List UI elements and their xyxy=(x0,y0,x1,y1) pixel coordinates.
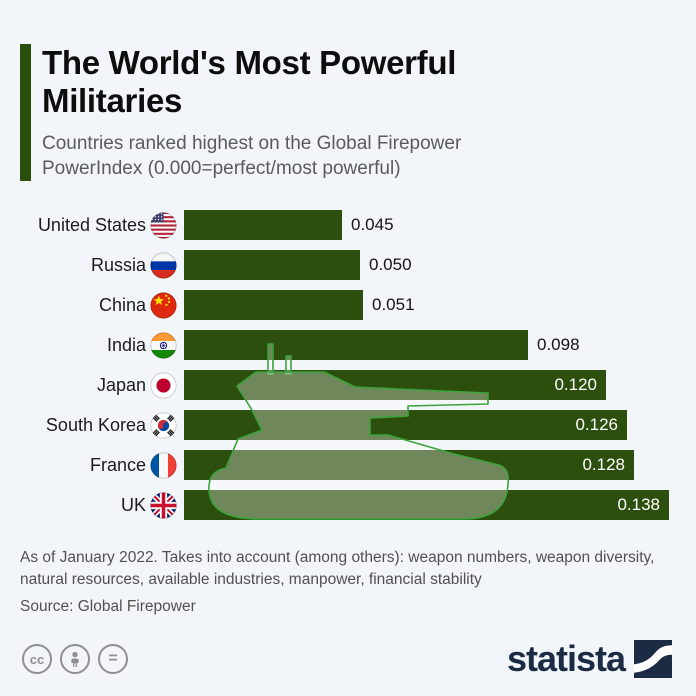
bar-track: 0.045 xyxy=(184,210,692,240)
bar-track: 0.120 xyxy=(184,370,692,400)
value-bar xyxy=(184,250,360,280)
chart-row: Russia 0.050 xyxy=(20,250,692,280)
title-accent-bar xyxy=(20,44,31,181)
value-bar: 0.126 xyxy=(184,410,627,440)
country-label: Russia xyxy=(90,254,146,275)
country-label: China xyxy=(98,294,146,315)
statista-wordmark: statista xyxy=(506,638,626,679)
country-label: South Korea xyxy=(45,414,146,435)
value-label: 0.138 xyxy=(617,495,660,514)
value-bar: 0.120 xyxy=(184,370,606,400)
bar-track: 0.050 xyxy=(184,250,692,280)
chart-row: Japan 0.120 xyxy=(20,370,692,400)
source-line: Source: Global Firepower xyxy=(20,598,196,615)
chart-row: United States 0.045 xyxy=(20,210,692,240)
country-label: France xyxy=(89,454,146,475)
equal-icon[interactable]: = xyxy=(98,644,128,674)
value-bar xyxy=(184,330,528,360)
value-label: 0.045 xyxy=(351,215,394,234)
chart-row: UK 0.138 xyxy=(20,490,692,520)
bar-chart: United States 0.045 Russia 0.050 China 0.051… xyxy=(20,210,692,530)
value-label: 0.050 xyxy=(369,255,412,274)
attribution-icon[interactable] xyxy=(60,644,90,674)
footer-notes: As of January 2022. Takes into account (… xyxy=(20,547,680,616)
header: The World's Most Powerful Militaries Cou… xyxy=(20,44,542,181)
value-bar: 0.128 xyxy=(184,450,634,480)
value-bar xyxy=(184,290,363,320)
bar-track: 0.051 xyxy=(184,290,692,320)
value-label: 0.128 xyxy=(582,455,625,474)
country-label: India xyxy=(106,334,146,355)
value-bar: 0.138 xyxy=(184,490,669,520)
chart-row: France 0.128 xyxy=(20,450,692,480)
flag-cn-icon xyxy=(150,291,177,319)
value-label: 0.098 xyxy=(537,335,580,354)
statista-logo[interactable]: statista xyxy=(507,638,672,680)
flag-fr-icon xyxy=(150,451,177,479)
bar-track: 0.098 xyxy=(184,330,692,360)
flag-in-icon xyxy=(150,331,177,359)
chart-row: India 0.098 xyxy=(20,330,692,360)
chart-row: South Korea 0.126 xyxy=(20,410,692,440)
statista-mark-icon xyxy=(634,640,672,678)
value-label: 0.126 xyxy=(575,415,618,434)
flag-jp-icon xyxy=(150,371,177,399)
bottom-bar: cc = statista xyxy=(22,638,672,680)
chart-row: China 0.051 xyxy=(20,290,692,320)
cc-icon[interactable]: cc xyxy=(22,644,52,674)
header-text: The World's Most Powerful Militaries Cou… xyxy=(42,44,542,181)
flag-gb-icon xyxy=(150,491,177,519)
flag-us-icon xyxy=(150,211,177,239)
license-badges: cc = xyxy=(22,644,128,674)
flag-ru-icon xyxy=(150,251,177,279)
chart-subtitle: Countries ranked highest on the Global F… xyxy=(42,132,462,179)
bar-track: 0.128 xyxy=(184,450,692,480)
country-label: UK xyxy=(120,494,146,515)
value-bar xyxy=(184,210,342,240)
value-label: 0.051 xyxy=(372,295,415,314)
flag-kr-icon xyxy=(150,411,177,439)
country-label: United States xyxy=(37,214,146,235)
footnote: As of January 2022. Takes into account (… xyxy=(20,549,655,588)
bar-track: 0.126 xyxy=(184,410,692,440)
value-label: 0.120 xyxy=(554,375,597,394)
country-label: Japan xyxy=(96,374,146,395)
bar-track: 0.138 xyxy=(184,490,692,520)
chart-title: The World's Most Powerful Militaries xyxy=(42,44,457,120)
